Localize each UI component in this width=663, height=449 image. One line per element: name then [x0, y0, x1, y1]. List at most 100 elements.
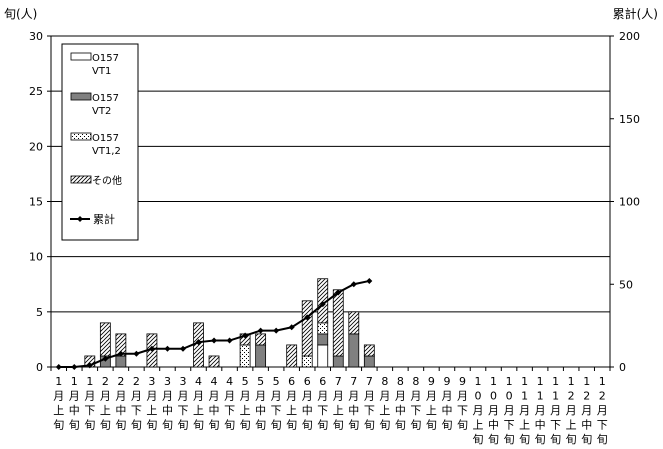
legend-label: VT1,2 [92, 146, 121, 157]
x-category-label: 1 1 月上旬 [519, 375, 530, 446]
x-category-label: 8 月下旬 [410, 375, 421, 432]
cumulative-point [164, 345, 171, 352]
cumulative-point [133, 350, 140, 357]
x-category-label: 9 月中旬 [441, 375, 452, 432]
legend-label: 累計 [93, 212, 115, 226]
bar-segment [239, 344, 251, 368]
right-tick-label: 50 [619, 278, 633, 291]
legend-swatch [70, 175, 92, 184]
bar-segment [286, 344, 298, 368]
bar-segment [99, 322, 111, 357]
left-axis-title: 旬(人) [4, 7, 37, 21]
left-tick-label: 10 [29, 251, 43, 264]
x-category-label: 2 月中旬 [115, 375, 126, 432]
left-tick-label: 20 [29, 140, 43, 153]
x-category-label: 1 月中旬 [69, 375, 80, 432]
cumulative-point [211, 337, 218, 344]
cumulative-point [350, 281, 357, 288]
bar-segment [208, 355, 220, 368]
cumulative-point [273, 327, 280, 334]
right-tick-label: 0 [619, 361, 626, 374]
cumulative-point [195, 339, 202, 346]
x-category-label: 4 月下旬 [224, 375, 235, 432]
legend-label: VT1 [92, 66, 111, 77]
bar-segment [255, 344, 267, 368]
cumulative-point [366, 277, 373, 284]
x-category-label: 1 月下旬 [84, 375, 95, 432]
x-category-label: 1 0 月下旬 [504, 375, 515, 446]
right-tick-label: 150 [619, 113, 640, 126]
left-tick-label: 15 [29, 196, 43, 209]
x-category-label: 4 月中旬 [209, 375, 220, 432]
bar-segment [301, 355, 313, 368]
x-category-label: 1 0 月中旬 [488, 375, 499, 446]
bar-segment [317, 333, 329, 346]
bar-segment [348, 333, 360, 368]
left-tick-label: 5 [36, 306, 43, 319]
legend-marker [77, 216, 83, 222]
x-category-label: 6 月下旬 [317, 375, 328, 432]
cumulative-point [148, 345, 155, 352]
x-category-label: 2 月下旬 [131, 375, 142, 432]
x-category-label: 7 月上旬 [333, 375, 344, 432]
bar-segment [317, 344, 329, 368]
legend-label: その他 [92, 174, 122, 187]
x-category-label: 7 月下旬 [364, 375, 375, 432]
legend-swatch [70, 52, 92, 61]
right-axis-title: 累計(人) [613, 6, 658, 21]
left-tick-label: 25 [29, 85, 43, 98]
x-category-label: 2 月上旬 [100, 375, 111, 432]
x-category-label: 1 2 月上旬 [566, 375, 577, 446]
cumulative-point [71, 364, 78, 370]
x-category-label: 8 月上旬 [379, 375, 390, 432]
legend-label: O157 [92, 133, 119, 144]
cumulative-point [288, 324, 295, 331]
x-category-label: 4 月上旬 [193, 375, 204, 432]
right-tick-label: 200 [619, 30, 640, 43]
x-category-label: 7 月中旬 [348, 375, 359, 432]
cumulative-point [257, 327, 264, 334]
left-tick-label: 0 [36, 361, 43, 374]
bar-segment [255, 333, 267, 346]
legend-swatch [70, 132, 92, 141]
bar-segment [301, 300, 313, 357]
legend-label: O157 [92, 53, 119, 64]
x-category-label: 1 2 月下旬 [597, 375, 608, 446]
bar-segment [332, 289, 344, 357]
cumulative-point [335, 289, 342, 296]
legend-box [61, 43, 139, 241]
x-category-label: 3 月下旬 [177, 375, 188, 432]
x-category-label: 1 1 月中旬 [535, 375, 546, 446]
bar-segment [363, 344, 375, 357]
cumulative-point [117, 350, 124, 357]
cumulative-point [179, 345, 186, 352]
cumulative-point [242, 332, 249, 339]
x-category-label: 3 月上旬 [146, 375, 157, 432]
left-tick-label: 30 [29, 30, 43, 43]
x-category-label: 5 月中旬 [255, 375, 266, 432]
x-category-label: 1 1 月下旬 [550, 375, 561, 446]
x-category-label: 1 月上旬 [53, 375, 64, 432]
cumulative-point [304, 314, 311, 321]
right-tick-label: 100 [619, 196, 640, 209]
x-category-label: 5 月上旬 [240, 375, 251, 432]
x-category-label: 8 月中旬 [395, 375, 406, 432]
x-category-label: 6 月中旬 [302, 375, 313, 432]
bar-segment [115, 355, 127, 368]
x-category-label: 1 0 月上旬 [473, 375, 484, 446]
x-category-label: 6 月上旬 [286, 375, 297, 432]
cumulative-point [86, 362, 93, 369]
cumulative-point [55, 364, 62, 370]
cumulative-point [319, 301, 326, 308]
bar-segment [363, 355, 375, 368]
x-category-label: 3 月中旬 [162, 375, 173, 432]
legend-label: VT2 [92, 106, 111, 117]
cumulative-point [226, 337, 233, 344]
legend-swatch [70, 92, 92, 101]
bar-segment [332, 355, 344, 368]
x-category-label: 5 月下旬 [271, 375, 282, 432]
x-category-label: 1 2 月中旬 [581, 375, 592, 446]
legend-label: O157 [92, 93, 119, 104]
